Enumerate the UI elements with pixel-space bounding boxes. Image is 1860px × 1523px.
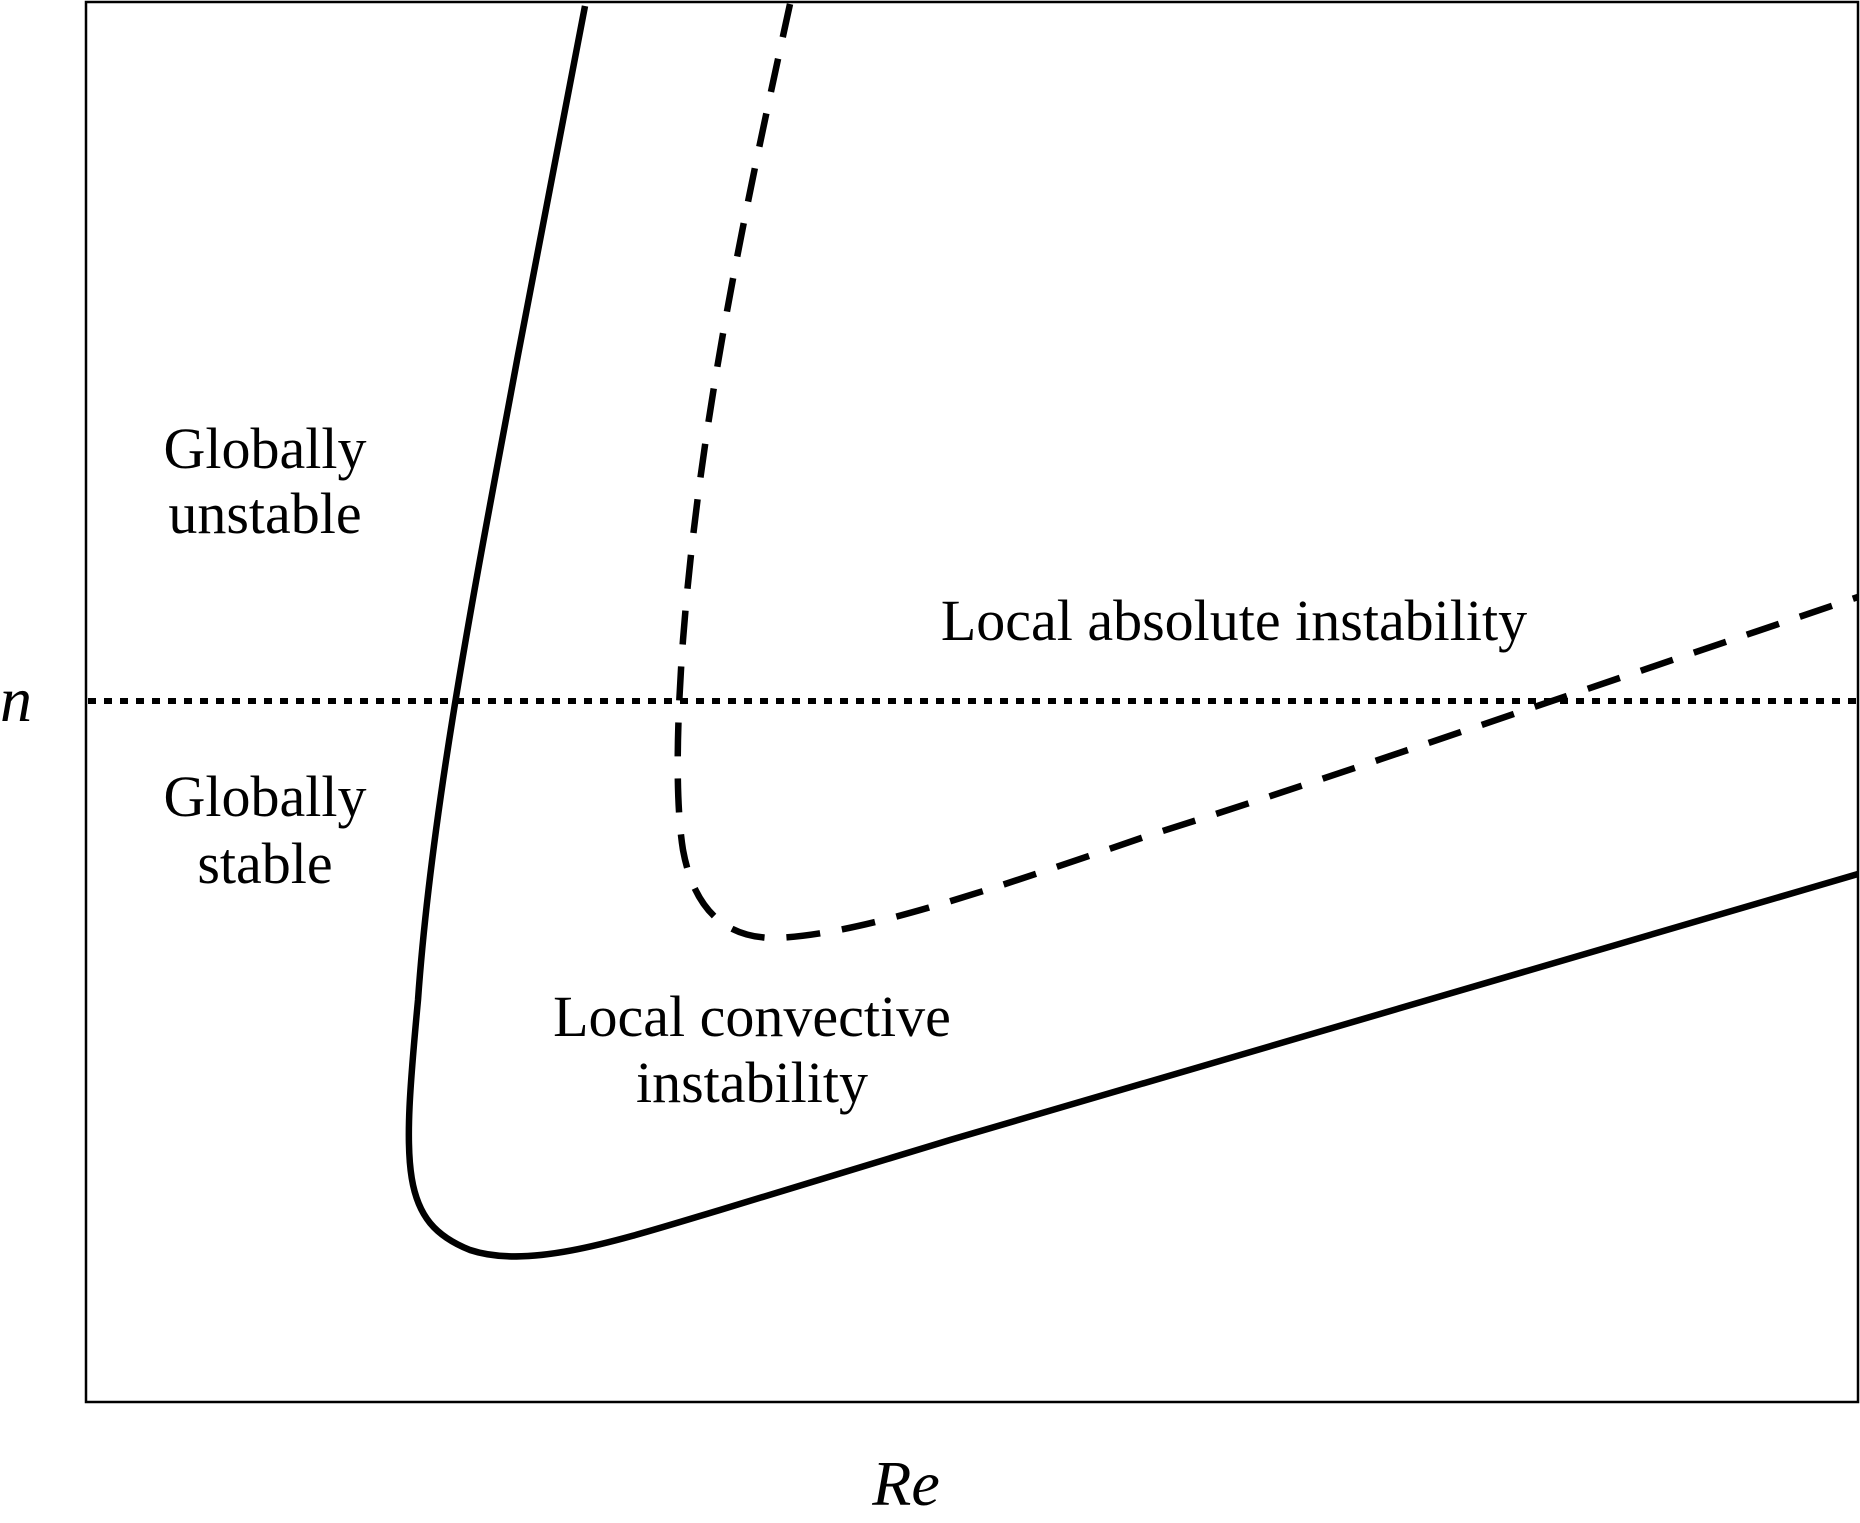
local-convective-line1: Local convective <box>553 984 951 1049</box>
globally-stable-line2: stable <box>197 831 332 896</box>
plot-frame <box>84 0 1860 1404</box>
globally-unstable-line1: Globally <box>164 416 367 481</box>
local-convective-line2: instability <box>636 1050 868 1115</box>
local-absolute-instability-label: Local absolute instability <box>941 588 1527 653</box>
absolute-instability-boundary <box>674 3 1860 942</box>
globally-stable-line1: Globally <box>164 764 367 829</box>
x-axis-label: Re <box>871 1448 940 1519</box>
global-stability-boundary <box>405 5 1859 1260</box>
globally-unstable-line2: unstable <box>168 481 361 546</box>
y-axis-label: n <box>0 664 32 735</box>
